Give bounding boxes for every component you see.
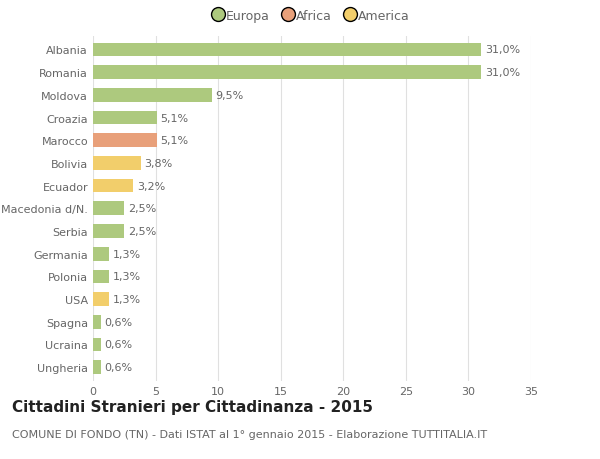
Text: 9,5%: 9,5%	[215, 90, 244, 101]
Bar	[93, 270, 109, 284]
Text: 31,0%: 31,0%	[485, 45, 520, 55]
Bar	[93, 315, 101, 329]
Bar	[93, 202, 124, 216]
Bar	[93, 225, 124, 238]
Text: 1,3%: 1,3%	[113, 249, 141, 259]
Bar	[93, 247, 109, 261]
Text: 0,6%: 0,6%	[104, 363, 133, 372]
Bar	[93, 179, 133, 193]
Text: COMUNE DI FONDO (TN) - Dati ISTAT al 1° gennaio 2015 - Elaborazione TUTTITALIA.I: COMUNE DI FONDO (TN) - Dati ISTAT al 1° …	[12, 429, 487, 439]
Text: 1,3%: 1,3%	[113, 294, 141, 304]
Bar	[93, 112, 157, 125]
Text: 31,0%: 31,0%	[485, 68, 520, 78]
Text: 0,6%: 0,6%	[104, 317, 133, 327]
Bar	[93, 361, 101, 374]
Bar	[93, 66, 481, 80]
Text: 2,5%: 2,5%	[128, 204, 156, 214]
Text: 5,1%: 5,1%	[161, 113, 189, 123]
Legend: Europa, Africa, America: Europa, Africa, America	[211, 6, 413, 27]
Text: Cittadini Stranieri per Cittadinanza - 2015: Cittadini Stranieri per Cittadinanza - 2…	[12, 399, 373, 414]
Text: 1,3%: 1,3%	[113, 272, 141, 282]
Bar	[93, 157, 140, 170]
Bar	[93, 89, 212, 102]
Bar	[93, 293, 109, 306]
Bar	[93, 134, 157, 148]
Text: 2,5%: 2,5%	[128, 226, 156, 236]
Text: 5,1%: 5,1%	[161, 136, 189, 146]
Text: 0,6%: 0,6%	[104, 340, 133, 350]
Text: 3,2%: 3,2%	[137, 181, 165, 191]
Text: 3,8%: 3,8%	[145, 158, 173, 168]
Bar	[93, 44, 481, 57]
Bar	[93, 338, 101, 352]
